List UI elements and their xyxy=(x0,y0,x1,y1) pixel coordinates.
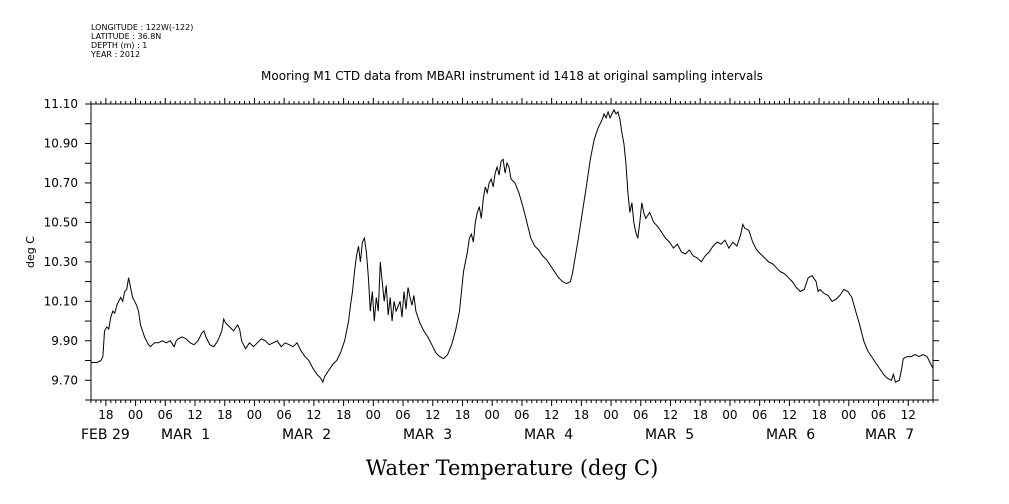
y-tick-label: 10.90 xyxy=(44,136,78,150)
longitude-text: LONGITUDE : 122W(-122) xyxy=(91,23,193,32)
x-axis-label: Water Temperature (deg C) xyxy=(366,456,659,480)
x-hour-label: 06 xyxy=(277,408,292,422)
y-tick-label: 10.30 xyxy=(44,255,78,269)
header-metadata: LONGITUDE : 122W(-122) LATITUDE : 36.8N … xyxy=(90,23,193,59)
depth-text: DEPTH (m) : 1 xyxy=(91,41,147,50)
x-hour-label: 00 xyxy=(366,408,381,422)
x-day-label: MAR 4 xyxy=(524,427,573,443)
year-text: YEAR : 2012 xyxy=(90,50,140,59)
x-day-label: MAR 3 xyxy=(403,427,452,443)
x-hour-label: 00 xyxy=(603,408,618,422)
x-day-label: MAR 2 xyxy=(282,427,331,443)
x-hour-label: 12 xyxy=(306,408,321,422)
y-tick-label: 11.10 xyxy=(44,97,78,111)
x-hour-label: 18 xyxy=(98,408,113,422)
x-day-label: FEB 29 xyxy=(81,427,130,443)
x-hour-label: 18 xyxy=(217,408,232,422)
y-tick-label: 9.90 xyxy=(51,334,78,348)
x-day-label: MAR 6 xyxy=(766,427,815,443)
x-hour-label: 18 xyxy=(693,408,708,422)
chart-title: Mooring M1 CTD data from MBARI instrumen… xyxy=(261,69,763,83)
x-hour-label: 00 xyxy=(128,408,143,422)
plot-frame xyxy=(90,103,934,401)
x-hour-label: 12 xyxy=(544,408,559,422)
x-day-label: MAR 5 xyxy=(645,427,694,443)
x-hour-label: 12 xyxy=(901,408,916,422)
x-hour-label: 06 xyxy=(395,408,410,422)
x-hour-label: 12 xyxy=(663,408,678,422)
x-hour-label: 06 xyxy=(752,408,767,422)
x-hour-label: 00 xyxy=(841,408,856,422)
y-axis-label: deg C xyxy=(24,236,37,268)
x-hour-label: 18 xyxy=(574,408,589,422)
x-hour-label: 00 xyxy=(722,408,737,422)
x-hour-label: 00 xyxy=(247,408,262,422)
x-hour-label: 18 xyxy=(811,408,826,422)
x-day-label: MAR 1 xyxy=(161,427,210,443)
x-hour-label: 12 xyxy=(782,408,797,422)
latitude-text: LATITUDE : 36.8N xyxy=(91,32,161,41)
x-hour-label: 00 xyxy=(485,408,500,422)
x-hour-label: 06 xyxy=(158,408,173,422)
y-tick-label: 10.10 xyxy=(44,294,78,308)
y-tick-labels: 9.70 9.90 10.10 10.30 10.50 10.70 10.90 11.10 xyxy=(44,97,78,387)
series-line xyxy=(91,108,934,384)
x-hour-label: 06 xyxy=(871,408,886,422)
x-tick-labels: 18 00 06 12 18 00 06 12 18 00 06 12 18 00 06 12 18 00 06 12… xyxy=(81,408,916,443)
axis-ticks xyxy=(85,98,939,406)
x-hour-label: 12 xyxy=(187,408,202,422)
y-tick-label: 10.50 xyxy=(44,215,78,229)
x-hour-label: 06 xyxy=(633,408,648,422)
x-hour-label: 18 xyxy=(455,408,470,422)
y-tick-label: 10.70 xyxy=(44,176,78,190)
x-hour-label: 18 xyxy=(336,408,351,422)
y-tick-label: 9.70 xyxy=(51,373,78,387)
x-hour-label: 12 xyxy=(425,408,440,422)
x-day-label: MAR 7 xyxy=(865,427,914,443)
x-hour-label: 06 xyxy=(514,408,529,422)
